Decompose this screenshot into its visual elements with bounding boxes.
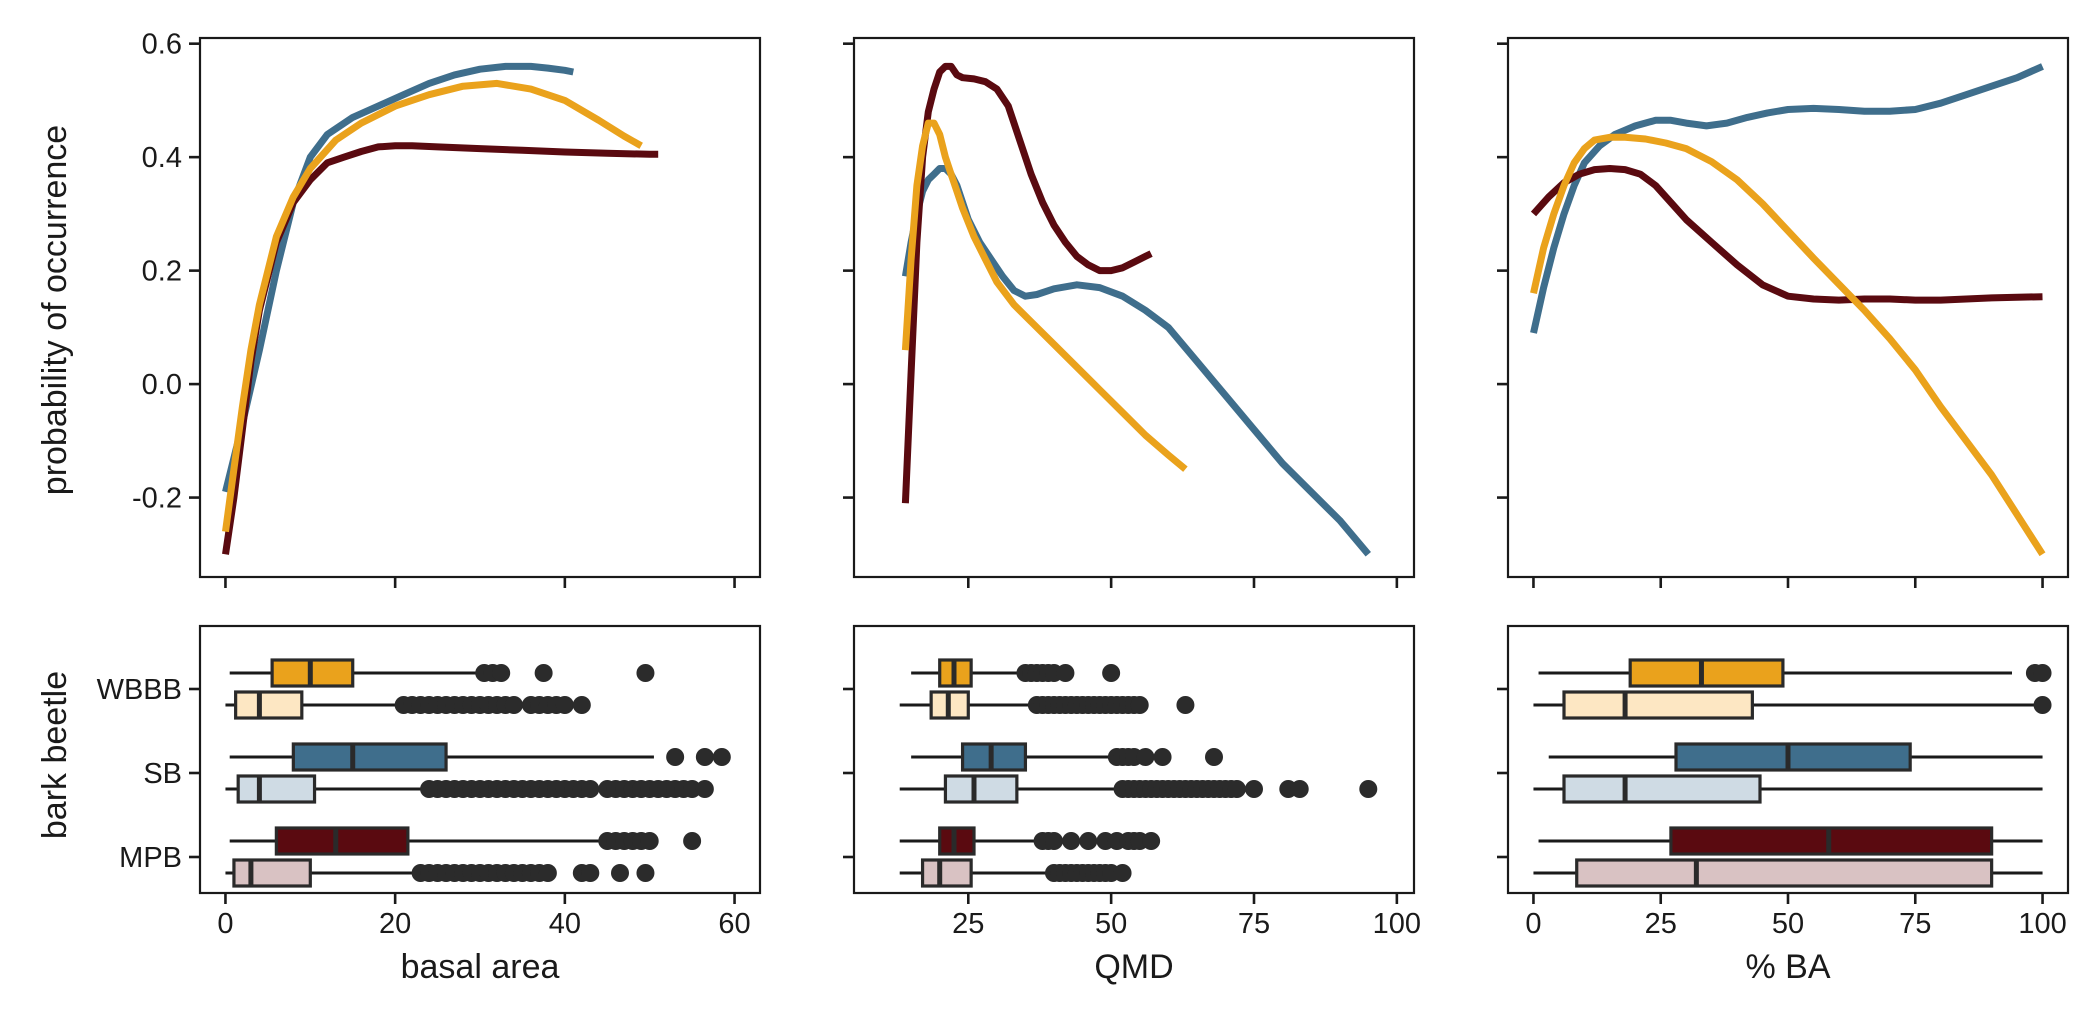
x-tick-label: 25 xyxy=(952,908,984,940)
curve-wbbb xyxy=(1530,133,2046,557)
box-sb-light xyxy=(236,774,317,804)
outlier-point-sb-light xyxy=(1227,780,1246,798)
panel-1: -0.2 0.0 0.2 0.4 0.6 MPB SB WBBB 0 20 40 60 basal ar… xyxy=(97,29,762,986)
y-tick-label: 0.0 xyxy=(142,369,182,401)
outlier-point-mpb-light xyxy=(1113,864,1132,882)
box-sb-dark xyxy=(1674,742,1912,772)
outlier-point-wbbb-light xyxy=(555,696,574,714)
outlier-point-mpb-dark xyxy=(1045,832,1063,850)
outlier-point-wbbb-dark xyxy=(1056,664,1075,682)
outlier-point-wbbb-light xyxy=(572,696,591,714)
outlier-point-sb-light xyxy=(1290,780,1309,798)
box-mpb-light xyxy=(1575,858,1994,888)
outlier-point-sb-dark xyxy=(1205,748,1223,766)
box-sb-light xyxy=(1562,774,1762,804)
x-tick-label: 50 xyxy=(1772,908,1804,940)
outlier-point-mpb-dark xyxy=(1062,832,1081,850)
box-mpb-light xyxy=(920,858,973,888)
outlier-point-sb-light xyxy=(1245,780,1263,798)
box-sb-dark xyxy=(291,742,448,772)
outlier-point-sb-light xyxy=(1359,780,1378,798)
outlier-point-wbbb-dark xyxy=(492,664,511,682)
box-wbbb-light xyxy=(234,690,304,720)
curve-panel-frame xyxy=(198,36,762,579)
x-tick-label: 0 xyxy=(217,908,233,940)
curve-wbbb xyxy=(901,119,1188,472)
group-label-sb: SB xyxy=(143,758,182,790)
x-tick-label: 60 xyxy=(718,908,750,940)
x-axis-title: basal area xyxy=(401,948,560,986)
outlier-point-sb-dark xyxy=(695,748,714,766)
box-sb-dark xyxy=(960,742,1028,772)
group-label-wbbb: WBBB xyxy=(97,674,182,706)
x-tick-label: 40 xyxy=(549,908,581,940)
curve-sb xyxy=(901,165,1371,557)
x-tick-label: 0 xyxy=(1525,908,1541,940)
box-wbbb-dark xyxy=(1628,658,1785,688)
outlier-point-mpb-light xyxy=(636,864,655,882)
x-tick-label: 100 xyxy=(1373,908,1421,940)
outlier-point-wbbb-light xyxy=(1130,696,1149,714)
y-axis-title-bark-beetle: bark beetle xyxy=(36,671,74,839)
curve-wbbb xyxy=(222,79,643,533)
outlier-point-sb-dark xyxy=(712,748,731,766)
x-axis-title: % BA xyxy=(1745,948,1830,986)
panel-2: 25 50 75 100 QMD xyxy=(843,36,1421,986)
outlier-point-sb-dark xyxy=(1136,748,1155,766)
outlier-point-wbbb-light xyxy=(1176,696,1195,714)
box-mpb-light xyxy=(232,858,312,888)
x-axis-title: QMD xyxy=(1094,948,1173,986)
outlier-point-wbbb-light xyxy=(504,696,523,714)
curve-sb xyxy=(222,62,574,493)
curve-mpb xyxy=(901,62,1153,504)
box-mpb-dark xyxy=(1669,826,1994,856)
curve-mpb xyxy=(1530,165,2043,304)
x-tick-label: 75 xyxy=(1238,908,1270,940)
outlier-point-sb-light xyxy=(695,780,714,798)
x-tick-label: 25 xyxy=(1645,908,1677,940)
y-tick-label: -0.2 xyxy=(132,483,182,515)
panels-layer: -0.2 0.0 0.2 0.4 0.6 MPB SB WBBB 0 20 40 60 basal ar… xyxy=(97,29,2070,986)
x-tick-label: 50 xyxy=(1095,908,1127,940)
outlier-point-mpb-dark xyxy=(683,832,702,850)
curve-panel-frame xyxy=(1506,36,2070,579)
y-tick-label: 0.2 xyxy=(142,256,182,288)
y-axis-title-probability: probability of occurrence xyxy=(36,125,74,495)
outlier-point-sb-light xyxy=(683,780,702,798)
outlier-point-wbbb-dark xyxy=(636,664,655,682)
y-tick-label: 0.6 xyxy=(142,29,182,61)
box-mpb-dark xyxy=(274,826,410,856)
y-tick-label: 0.4 xyxy=(142,142,182,174)
outlier-point-sb-dark xyxy=(666,748,685,766)
outlier-point-wbbb-dark xyxy=(2033,664,2052,682)
box-sb-light xyxy=(943,774,1019,804)
outlier-point-mpb-light xyxy=(611,864,629,882)
group-label-mpb: MPB xyxy=(119,842,182,874)
x-tick-label: 75 xyxy=(1899,908,1931,940)
panel-3: 0 25 50 75 100 % BA xyxy=(1497,36,2070,986)
outlier-point-sb-dark xyxy=(1153,748,1172,766)
outlier-point-mpb-dark xyxy=(1142,832,1161,850)
outlier-point-mpb-light xyxy=(538,864,557,882)
x-tick-label: 20 xyxy=(379,908,411,940)
outlier-point-sb-light xyxy=(581,780,600,798)
outlier-point-mpb-light xyxy=(581,864,600,882)
box-wbbb-light xyxy=(1562,690,1754,720)
outlier-point-mpb-dark xyxy=(640,832,659,850)
outlier-point-wbbb-dark xyxy=(534,664,553,682)
curve-panel-frame xyxy=(852,36,1416,579)
outlier-point-wbbb-dark xyxy=(1102,664,1121,682)
outlier-point-mpb-dark xyxy=(1079,832,1098,850)
outlier-point-wbbb-light xyxy=(2033,696,2052,714)
box-mpb-dark xyxy=(938,826,976,856)
x-tick-label: 100 xyxy=(2018,908,2066,940)
